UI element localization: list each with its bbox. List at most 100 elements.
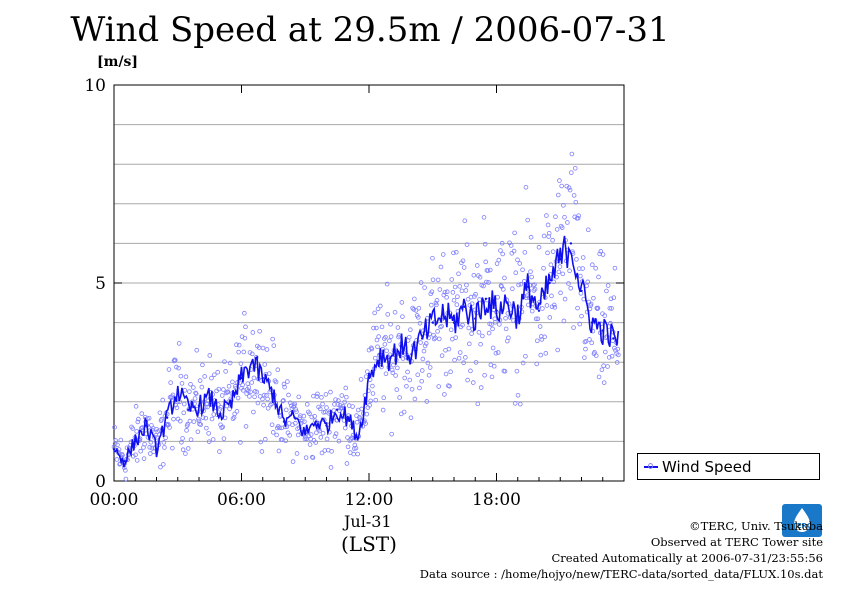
data-point [387,338,392,344]
data-point [459,288,465,294]
series-value-point [335,408,339,411]
data-point [303,455,309,460]
data-point [410,305,415,311]
data-point [436,336,442,342]
data-point [616,352,621,358]
data-point [246,385,252,390]
data-point [287,433,292,438]
data-point [270,430,276,435]
data-point [415,372,421,378]
data-point [170,392,176,398]
data-point [358,377,364,382]
data-point [424,399,430,404]
data-point [379,324,385,330]
data-point [456,355,462,361]
data-point [513,270,519,276]
data-point [567,187,573,193]
data-point [230,416,236,421]
data-point [320,430,326,436]
data-point [550,249,556,254]
data-point [194,347,200,353]
data-point [529,274,534,280]
data-point [416,305,422,311]
data-point [113,438,118,443]
data-point [438,264,444,270]
series-value-point [250,361,254,364]
credits-block: ©TERC, Univ. Tsukuba Observed at TERC To… [420,518,823,582]
data-point [123,476,129,482]
data-point [595,305,601,311]
data-point [448,369,453,375]
data-point [247,350,253,355]
data-point [191,419,197,424]
data-point [432,335,438,341]
data-point [275,367,281,373]
data-point [476,330,482,335]
data-point [395,365,400,371]
data-point [552,305,558,310]
data-point [502,275,507,281]
data-point [166,422,171,427]
data-point [179,381,185,386]
data-point [461,360,466,365]
data-point [217,449,222,454]
data-point [178,418,183,424]
data-point [580,266,585,271]
data-point [473,292,478,297]
series-value-point [378,353,381,356]
series-value-point [282,420,286,423]
data-point [578,291,584,296]
series-value-point [601,329,604,332]
data-point [520,360,526,366]
data-point [242,310,247,316]
data-point [499,240,505,246]
data-point [241,349,247,355]
data-point [605,283,611,288]
data-point [294,409,299,414]
data-point [258,439,264,445]
data-point [571,325,576,330]
data-point [537,324,543,329]
data-point [270,336,275,342]
data-point [506,335,511,341]
series-value-point [357,436,360,439]
data-point [372,310,377,316]
data-point [324,405,329,410]
data-point [187,418,193,424]
data-point [347,438,353,443]
data-point [404,383,409,389]
data-point [302,419,307,424]
data-point [248,389,253,395]
data-point [575,215,581,221]
data-point [596,374,602,380]
data-point [430,277,436,283]
data-point [319,450,325,456]
data-point [130,426,136,431]
data-point [498,248,503,253]
data-point [529,308,535,314]
data-point [328,465,334,470]
data-point [402,375,408,381]
data-point [175,416,181,422]
series-value-point [176,388,179,392]
data-point [421,348,427,354]
data-point [489,374,495,380]
data-point [427,365,433,370]
series-value-point [123,460,126,463]
data-point [553,214,558,220]
data-point [203,415,209,421]
data-point [612,265,618,271]
data-point [452,357,457,363]
data-point [163,435,168,441]
data-point [419,368,425,373]
data-point [532,282,537,287]
data-point [600,252,606,257]
data-point [589,340,594,346]
data-point [240,382,245,388]
data-point [559,183,564,189]
data-point [543,351,549,356]
data-point [198,422,204,427]
data-point [371,325,376,331]
data-point [120,452,125,458]
data-point [286,392,291,398]
